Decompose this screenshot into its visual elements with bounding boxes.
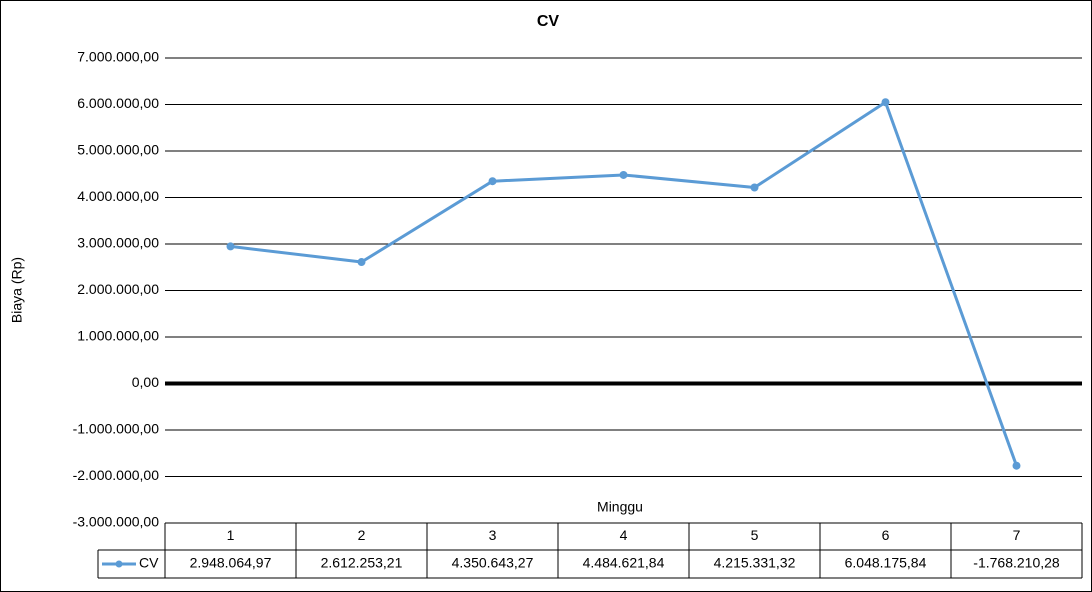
y-tick-label: 6.000.000,00 [77, 95, 159, 111]
data-point [488, 177, 497, 186]
y-tick-label: -2.000.000,00 [73, 467, 160, 483]
x-tick-label: 5 [751, 527, 759, 543]
table-value: 2.612.253,21 [321, 555, 403, 571]
data-point [226, 242, 235, 251]
x-tick-label: 3 [489, 527, 497, 543]
y-tick-label: 1.000.000,00 [77, 328, 159, 344]
y-tick-label: 3.000.000,00 [77, 235, 159, 251]
y-tick-label: -3.000.000,00 [73, 514, 160, 530]
table-value: 4.484.621,84 [583, 555, 665, 571]
legend-label: CV [139, 555, 159, 571]
chart-title: CV [537, 13, 560, 30]
y-tick-label: -1.000.000,00 [73, 421, 160, 437]
y-tick-label: 4.000.000,00 [77, 188, 159, 204]
table-value: 4.350.643,27 [452, 555, 534, 571]
x-tick-label: 4 [620, 527, 628, 543]
table-value: 2.948.064,97 [190, 555, 272, 571]
data-point [619, 170, 628, 179]
table-value: 6.048.175,84 [845, 555, 927, 571]
legend-key-marker [115, 560, 123, 568]
table-value: 4.215.331,32 [714, 555, 796, 571]
x-tick-label: 2 [358, 527, 366, 543]
x-tick-label: 7 [1013, 527, 1021, 543]
y-tick-label: 5.000.000,00 [77, 142, 159, 158]
data-point [1012, 461, 1021, 470]
y-tick-label: 7.000.000,00 [77, 49, 159, 65]
x-tick-label: 6 [882, 527, 890, 543]
data-point [750, 183, 759, 192]
y-tick-label: 0,00 [132, 374, 159, 390]
x-tick-label: 1 [227, 527, 235, 543]
y-tick-label: 2.000.000,00 [77, 281, 159, 297]
y-axis-title: Biaya (Rp) [9, 257, 25, 323]
data-point [881, 98, 890, 107]
x-axis-title: Minggu [597, 499, 643, 515]
data-point [357, 258, 366, 267]
table-value: -1.768.210,28 [973, 555, 1060, 571]
